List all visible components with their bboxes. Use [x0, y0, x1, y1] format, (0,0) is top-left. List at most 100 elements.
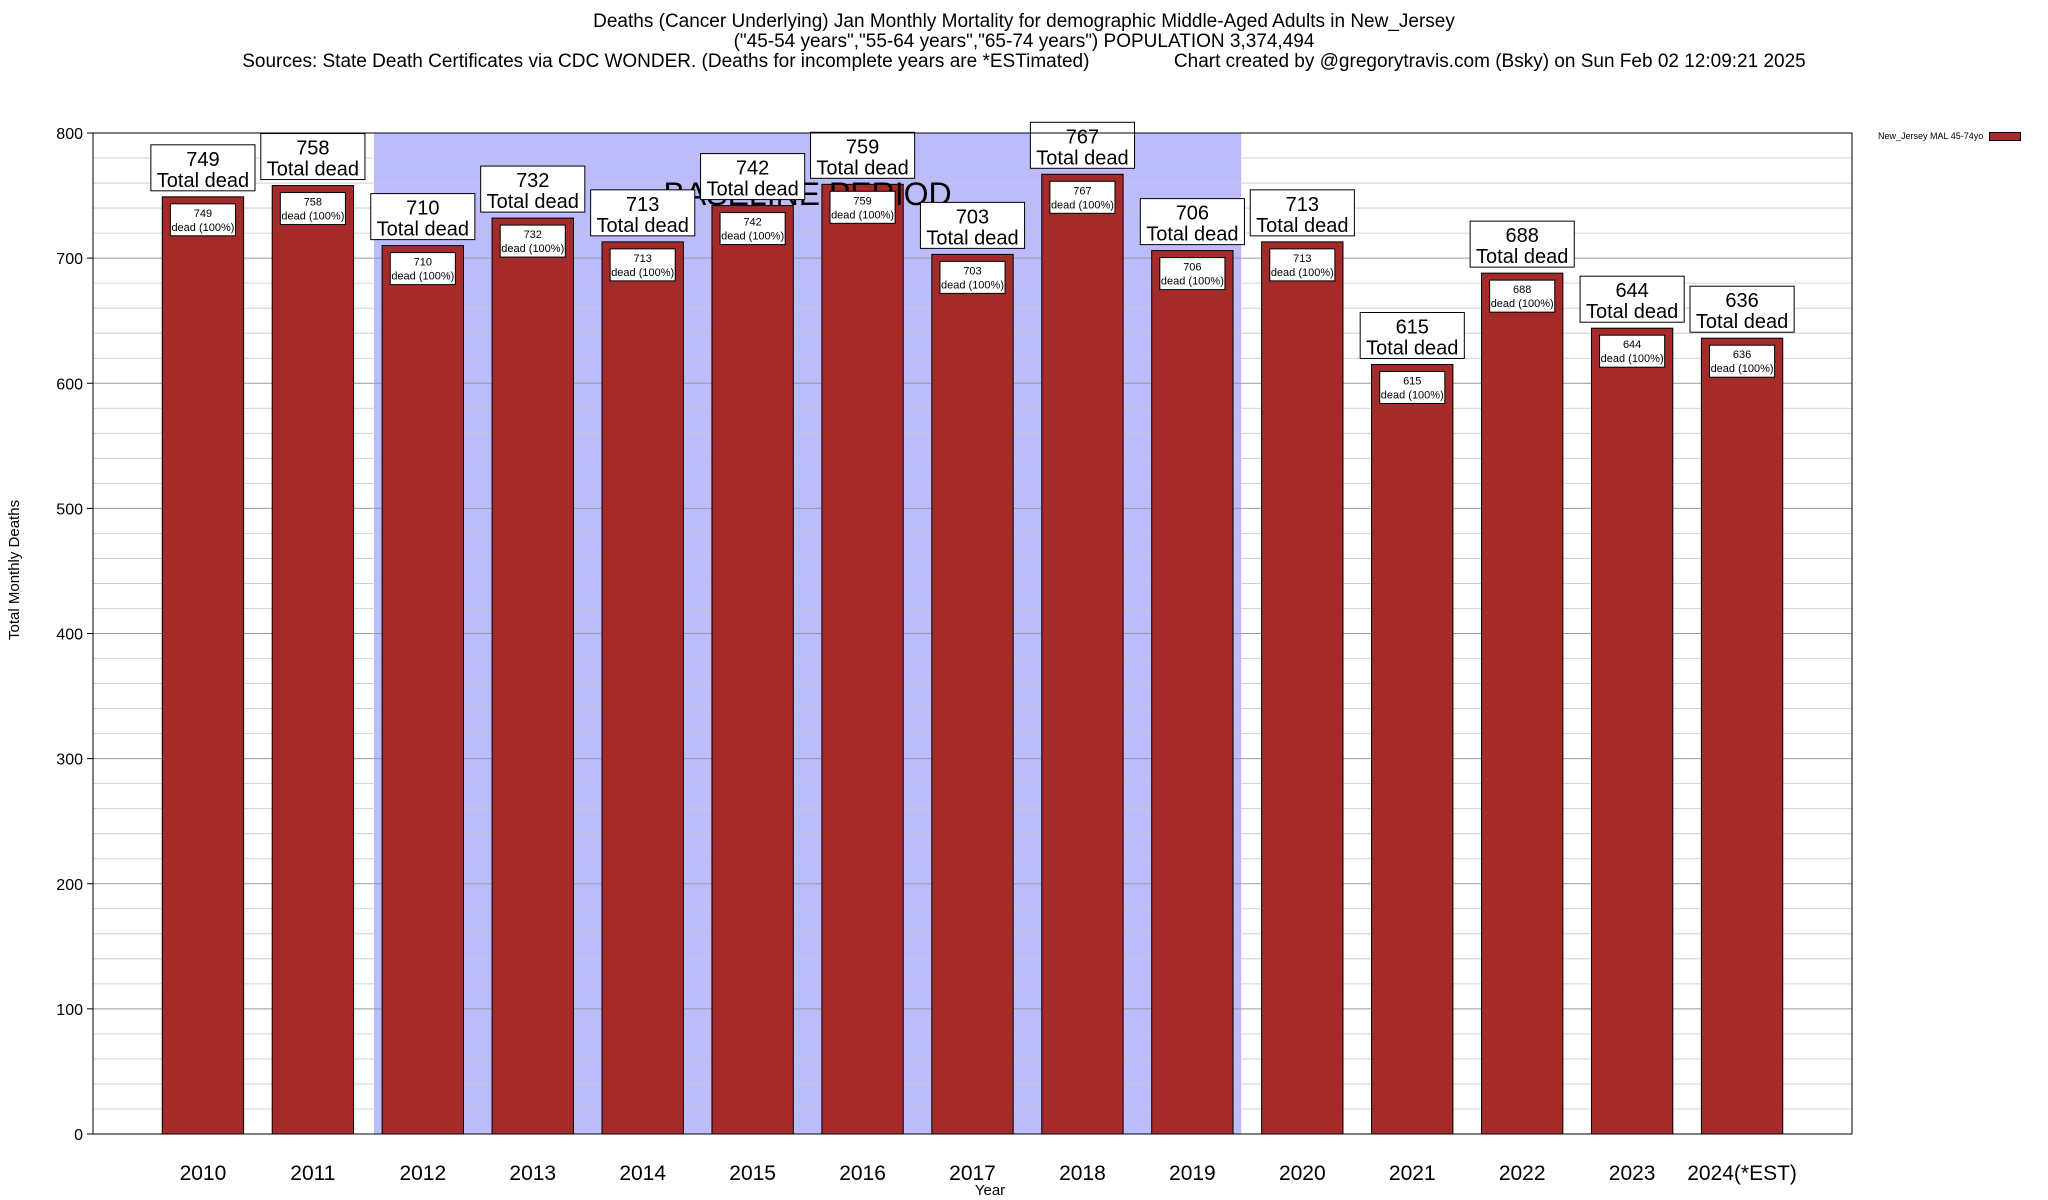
top-total-label: Total dead	[267, 159, 359, 181]
top-total-label: Total dead	[1366, 337, 1458, 359]
inner-pct-label: dead (100%)	[1271, 267, 1334, 279]
top-total-label: Total dead	[1586, 301, 1678, 323]
top-total-label: Total dead	[1476, 246, 1568, 268]
inner-value-label: 749	[194, 208, 212, 220]
top-total-label: Total dead	[1696, 311, 1788, 333]
x-axis-label: Year	[974, 1182, 1006, 1199]
inner-value-label: 644	[1623, 339, 1641, 351]
y-tick-label: 600	[56, 376, 83, 393]
title-line-2: ("45-54 years","55-64 years","65-74 year…	[733, 31, 1315, 52]
bar	[381, 245, 464, 1135]
top-value-label: 706	[1176, 203, 1209, 225]
y-tick-label: 500	[56, 501, 83, 518]
y-tick-label: 700	[56, 251, 83, 268]
top-value-label: 713	[626, 194, 659, 216]
x-tick-label: 2011	[290, 1162, 335, 1185]
top-value-label: 758	[296, 138, 329, 160]
inner-pct-label: dead (100%)	[1381, 389, 1444, 401]
bar	[1481, 272, 1564, 1135]
inner-value-label: 732	[524, 229, 542, 241]
x-tick-label: 2016	[839, 1162, 886, 1185]
inner-label-box	[1709, 344, 1776, 378]
bar	[711, 205, 794, 1135]
inner-value-label: 615	[1403, 375, 1421, 387]
inner-value-label: 710	[414, 257, 432, 269]
inner-pct-label: dead (100%)	[721, 231, 784, 243]
bar	[601, 241, 684, 1135]
x-tick-label: 2019	[1169, 1162, 1216, 1185]
inner-value-label: 713	[634, 253, 652, 265]
top-value-label: 615	[1396, 316, 1429, 338]
top-total-label: Total dead	[1146, 224, 1238, 246]
inner-pct-label: dead (100%)	[281, 211, 344, 223]
inner-label-box	[389, 252, 456, 286]
inner-label-box	[1379, 370, 1446, 404]
x-tick-label: 2010	[180, 1162, 227, 1185]
top-value-label: 688	[1506, 225, 1539, 247]
top-label-box	[1139, 198, 1245, 246]
top-label-box	[1469, 220, 1575, 268]
y-tick-label: 100	[56, 1002, 83, 1019]
inner-value-label: 713	[1293, 253, 1311, 265]
inner-label-box	[1159, 257, 1226, 291]
x-tick-label: 2022	[1499, 1162, 1546, 1185]
top-label-box	[1689, 285, 1795, 333]
inner-value-label: 688	[1513, 284, 1531, 296]
top-total-label: Total dead	[1036, 147, 1128, 169]
title-line-3: Sources: State Death Certificates via CD…	[242, 51, 1806, 72]
top-value-label: 759	[846, 136, 879, 158]
top-value-label: 703	[956, 206, 989, 228]
inner-pct-label: dead (100%)	[1491, 298, 1554, 310]
legend-swatch	[1989, 131, 2022, 141]
legend-label: New_Jersey MAL 45-74yo	[1878, 131, 1984, 141]
top-total-label: Total dead	[1256, 215, 1348, 237]
inner-label-box	[1269, 248, 1336, 282]
bar	[1590, 327, 1674, 1135]
top-label-box	[260, 133, 366, 181]
inner-pct-label: dead (100%)	[1161, 276, 1224, 288]
top-value-label: 710	[406, 198, 439, 220]
inner-label-box	[829, 190, 896, 224]
top-label-box	[809, 131, 916, 179]
top-value-label: 644	[1615, 280, 1648, 302]
bar	[271, 185, 355, 1135]
inner-label-box	[169, 203, 236, 237]
inner-pct-label: dead (100%)	[941, 279, 1004, 291]
inner-pct-label: dead (100%)	[831, 209, 894, 221]
inner-value-label: 742	[743, 217, 761, 229]
x-tick-label: 2017	[949, 1162, 996, 1185]
inner-label-box	[939, 260, 1006, 294]
inner-pct-label: dead (100%)	[391, 271, 454, 283]
top-total-label: Total dead	[597, 215, 689, 237]
x-tick-label: 2012	[399, 1162, 446, 1185]
top-value-label: 742	[736, 158, 769, 180]
y-tick-label: 300	[56, 752, 83, 769]
y-tick-label: 0	[74, 1127, 83, 1144]
y-tick-label: 200	[56, 877, 83, 894]
inner-value-label: 703	[963, 265, 981, 277]
top-label-box	[370, 193, 476, 241]
inner-label-box	[1049, 180, 1116, 214]
inner-pct-label: dead (100%)	[171, 222, 234, 234]
bar	[1371, 363, 1454, 1135]
top-label-box	[150, 144, 256, 192]
title-line-1: Deaths (Cancer Underlying) Jan Monthly M…	[593, 11, 1455, 32]
inner-pct-label: dead (100%)	[1051, 199, 1114, 211]
x-tick-label: 2020	[1279, 1162, 1326, 1185]
top-value-label: 767	[1066, 126, 1099, 148]
inner-label-box	[1599, 334, 1666, 368]
y-axis-label: Total Monthly Deaths	[6, 499, 23, 640]
legend: New_Jersey MAL 45-74yo	[1878, 131, 2022, 141]
top-label-box	[480, 165, 586, 213]
bar	[931, 253, 1014, 1135]
inner-pct-label: dead (100%)	[1711, 363, 1774, 375]
y-tick-label: 400	[56, 627, 83, 644]
top-label-box	[1029, 121, 1136, 169]
top-value-label: 713	[1286, 194, 1319, 216]
inner-label-box	[279, 192, 346, 226]
top-value-label: 732	[516, 170, 549, 192]
x-tick-label: 2018	[1059, 1162, 1106, 1185]
top-value-label: 749	[186, 149, 219, 171]
top-label-box	[1359, 311, 1465, 359]
